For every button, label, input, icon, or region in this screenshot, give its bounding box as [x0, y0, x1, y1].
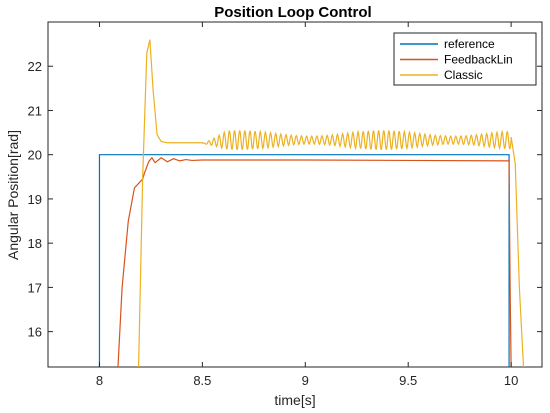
legend-entry: FeedbackLin [444, 53, 513, 67]
y-tick-label: 21 [28, 103, 42, 118]
series-line-reference [98, 154, 510, 367]
y-tick-label: 20 [28, 148, 42, 163]
legend-entry: Classic [444, 68, 483, 82]
x-tick-label: 8.5 [193, 373, 211, 388]
legend-entry: reference [444, 37, 495, 51]
y-axis-label: Angular Position[rad] [5, 130, 21, 260]
series-line-classic [137, 39, 525, 367]
y-tick-label: 16 [28, 325, 42, 340]
y-tick-label: 22 [28, 59, 42, 74]
x-tick-label: 10 [504, 373, 518, 388]
x-axis: 8 8.5 9 9.5 10 [96, 22, 518, 388]
y-tick-label: 18 [28, 236, 42, 251]
x-tick-label: 9.5 [399, 373, 417, 388]
x-tick-label: 9 [302, 373, 309, 388]
x-axis-label: time[s] [274, 392, 315, 408]
series-line-feedbacklin [117, 156, 512, 367]
x-tick-label: 8 [96, 373, 103, 388]
y-tick-label: 17 [28, 280, 42, 295]
y-tick-label: 19 [28, 192, 42, 207]
y-axis: 16 17 18 19 20 21 22 [28, 59, 542, 340]
chart-title: Position Loop Control [214, 4, 371, 21]
series-layer [98, 39, 525, 367]
